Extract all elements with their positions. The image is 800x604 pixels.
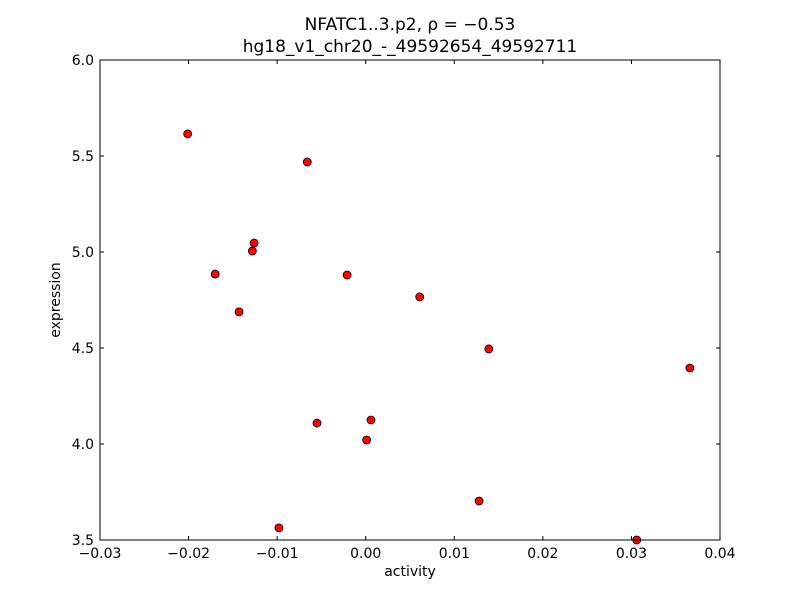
x-tick-label: 0.03 — [616, 546, 647, 562]
y-axis-label: expression — [48, 262, 64, 338]
data-point — [183, 129, 193, 139]
y-tick-label: 6.0 — [72, 53, 94, 69]
y-tick-label: 3.5 — [72, 533, 94, 549]
x-tick-label: 0.02 — [527, 546, 558, 562]
data-point — [234, 307, 244, 317]
x-tick-label: −0.03 — [79, 546, 122, 562]
data-point — [342, 270, 352, 280]
y-tick-label: 5.5 — [72, 149, 94, 165]
plot-frame — [99, 59, 721, 541]
y-tick-label: 4.0 — [72, 437, 94, 453]
data-point — [366, 415, 376, 425]
x-tick-label: 0.01 — [439, 546, 470, 562]
y-tick-label: 5.0 — [72, 245, 94, 261]
data-point — [302, 157, 312, 167]
x-tick-label: −0.01 — [256, 546, 299, 562]
data-point — [312, 418, 322, 428]
data-point — [210, 269, 220, 279]
chart-title-line1: NFATC1..3.p2, ρ = −0.53 — [305, 15, 516, 35]
data-point — [484, 344, 494, 354]
data-point — [474, 496, 484, 506]
x-tick-label: 0.00 — [350, 546, 381, 562]
x-tick-label: −0.02 — [167, 546, 210, 562]
data-point — [685, 363, 695, 373]
data-point — [249, 238, 259, 248]
chart-title-line2: hg18_v1_chr20_-_49592654_49592711 — [243, 37, 578, 57]
data-point — [362, 435, 372, 445]
data-point — [247, 246, 257, 256]
x-axis-label: activity — [384, 564, 436, 580]
data-point — [415, 292, 425, 302]
data-point — [274, 523, 284, 533]
y-tick-label: 4.5 — [72, 341, 94, 357]
x-tick-label: 0.04 — [704, 546, 735, 562]
